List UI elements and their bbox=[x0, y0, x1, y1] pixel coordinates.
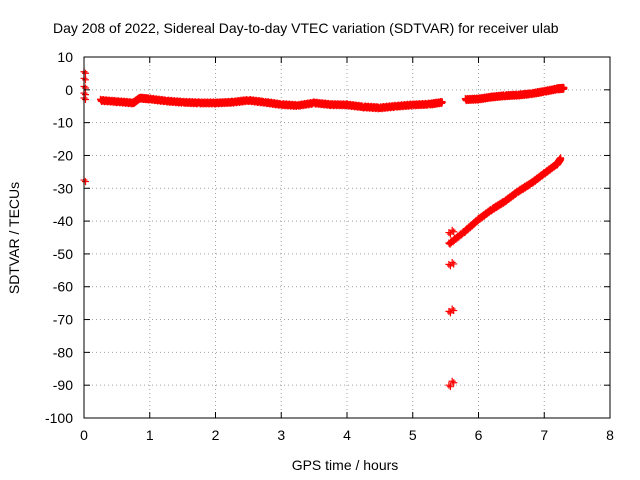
y-tick-label: -50 bbox=[53, 246, 73, 262]
y-tick-label: -40 bbox=[53, 213, 73, 229]
grid bbox=[84, 57, 610, 418]
y-tick-label: -80 bbox=[53, 344, 73, 360]
isolated-clusters-point bbox=[448, 305, 456, 313]
isolated-clusters-point bbox=[450, 379, 458, 387]
x-tick-label: 3 bbox=[277, 427, 285, 443]
isolated-clusters-point bbox=[450, 260, 458, 268]
x-axis-title: GPS time / hours bbox=[292, 457, 399, 473]
isolated-clusters-point bbox=[448, 377, 456, 385]
isolated-clusters-point bbox=[448, 258, 456, 266]
diagonal-trace-point bbox=[557, 155, 565, 163]
x-tick-label: 7 bbox=[540, 427, 548, 443]
y-tick-label: -20 bbox=[53, 147, 73, 163]
chart-title: Day 208 of 2022, Sidereal Day-to-day VTE… bbox=[53, 20, 559, 36]
y-tick-label: -30 bbox=[53, 180, 73, 196]
y-tick-label: -90 bbox=[53, 377, 73, 393]
x-tick-label: 2 bbox=[212, 427, 220, 443]
isolated-clusters-point bbox=[450, 228, 458, 236]
late-band-point bbox=[560, 84, 568, 92]
isolated-clusters-point bbox=[448, 226, 456, 234]
x-tick-label: 1 bbox=[146, 427, 154, 443]
early-outliers-point bbox=[82, 84, 89, 92]
y-tick-label: -60 bbox=[53, 279, 73, 295]
early-outliers-point bbox=[82, 178, 89, 186]
y-tick-label: 10 bbox=[57, 49, 73, 65]
axis-ticks bbox=[83, 56, 611, 419]
data-points bbox=[80, 68, 568, 391]
x-tick-label: 6 bbox=[475, 427, 483, 443]
x-tick-label: 4 bbox=[343, 427, 351, 443]
y-tick-label: 0 bbox=[65, 82, 73, 98]
y-tick-label: -70 bbox=[53, 312, 73, 328]
early-outliers-point bbox=[82, 69, 89, 77]
y-axis-title: SDTVAR / TECUs bbox=[6, 182, 22, 294]
y-tick-label: -100 bbox=[45, 410, 73, 426]
isolated-clusters-point bbox=[450, 307, 458, 315]
isolated-clusters-point bbox=[446, 383, 454, 391]
main-band-point bbox=[438, 98, 446, 106]
tick-labels: 0 1 2 3 4 5 6 7 8 10 0 -10 -20 -30 -40 -50 -60 -70 -80 -90 -… bbox=[45, 49, 614, 443]
x-tick-label: 5 bbox=[409, 427, 417, 443]
x-tick-label: 8 bbox=[606, 427, 614, 443]
y-tick-label: -10 bbox=[53, 115, 73, 131]
x-tick-label: 0 bbox=[80, 427, 88, 443]
isolated-clusters-point bbox=[445, 381, 453, 389]
early-outliers-point bbox=[82, 96, 89, 104]
early-outliers-point bbox=[82, 76, 89, 84]
